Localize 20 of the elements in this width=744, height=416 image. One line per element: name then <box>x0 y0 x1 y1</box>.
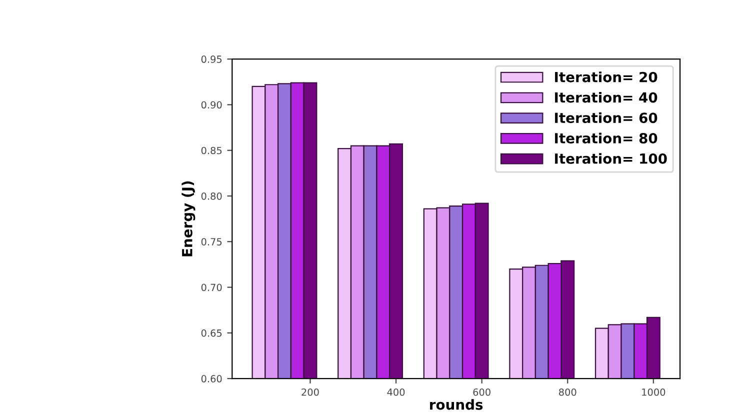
y-tick-label: 0.85 <box>201 146 222 154</box>
y-tick-label: 0.75 <box>201 238 222 246</box>
x-axis-title: rounds <box>430 399 483 410</box>
x-tick-label: 400 <box>387 388 405 396</box>
y-tick-label: 0.95 <box>201 56 222 63</box>
y-tick-label: 0.80 <box>201 192 222 200</box>
y-tick-label: 0.70 <box>201 284 222 292</box>
y-tick-label: 0.90 <box>201 101 222 109</box>
legend-label: Iteration= 20 <box>555 72 658 82</box>
x-tick-label: 200 <box>302 388 319 396</box>
legend-label: Iteration= 100 <box>555 153 667 164</box>
x-tick-label: 800 <box>558 388 576 396</box>
y-tick-label: 0.65 <box>201 329 222 337</box>
legend-label: Iteration= 80 <box>555 132 658 144</box>
legend-label: Iteration= 60 <box>555 112 658 124</box>
x-tick-label: 1000 <box>642 388 666 396</box>
y-axis-title: Energy (J) <box>182 181 196 256</box>
legend-label: Iteration= 40 <box>555 92 658 103</box>
y-tick-label: 0.60 <box>201 375 222 382</box>
x-tick-label: 600 <box>473 388 490 396</box>
